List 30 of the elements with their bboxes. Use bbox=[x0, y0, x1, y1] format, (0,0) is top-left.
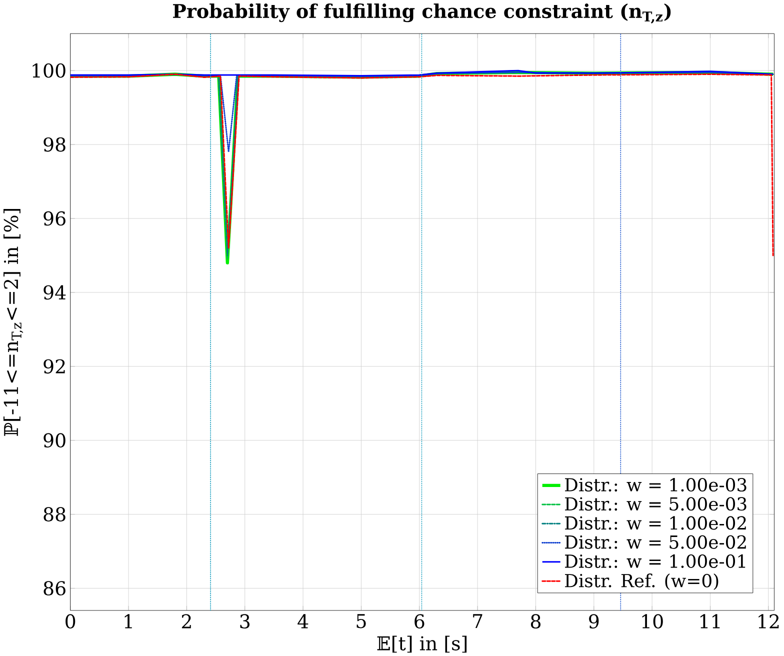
x-tick-label: 9 bbox=[589, 614, 599, 628]
y-tick-label: 86 bbox=[44, 580, 66, 596]
x-tick-label: 10 bbox=[642, 614, 663, 628]
legend-label: Distr.: w = 1.00e-02 bbox=[565, 516, 746, 530]
x-tick-label: 1 bbox=[124, 614, 132, 628]
y-tick-label: 90 bbox=[44, 433, 66, 448]
x-tick-label: 0 bbox=[66, 614, 76, 628]
x-tick-label: 4 bbox=[298, 614, 308, 628]
y-tick-label: 96 bbox=[44, 211, 66, 226]
y-axis-title: ℙ[-11<=n$_{T,z}$<=2] in [%] bbox=[4, 208, 24, 436]
x-tick-label: 7 bbox=[473, 614, 482, 628]
legend-label: Distr.: w = 1.00e-01 bbox=[565, 554, 746, 568]
legend-label: Distr.: w = 1.00e-03 bbox=[565, 478, 746, 492]
x-tick-label: 3 bbox=[240, 614, 250, 628]
legend-label: Distr. Ref. (w=0) bbox=[565, 573, 718, 590]
x-tick-label: 6 bbox=[414, 614, 424, 628]
chart-title: Probability of fulfilling chance constraint (n$_{T,z}$) bbox=[173, 3, 671, 24]
y-tick-label: 100 bbox=[32, 63, 66, 78]
legend-label: Distr.: w = 5.00e-03 bbox=[565, 496, 746, 511]
x-tick-label: 12 bbox=[758, 614, 779, 628]
x-tick-label: 8 bbox=[530, 614, 540, 628]
y-tick-label: 92 bbox=[44, 359, 65, 374]
legend-label: Distr.: w = 5.00e-02 bbox=[565, 535, 746, 549]
x-tick-label: 5 bbox=[356, 614, 366, 628]
y-tick-label: 94 bbox=[44, 285, 66, 300]
x-tick-label: 2 bbox=[182, 614, 191, 628]
x-tick-label: 11 bbox=[700, 614, 720, 628]
y-tick-label: 88 bbox=[44, 507, 66, 522]
y-tick-label: 98 bbox=[44, 137, 66, 152]
x-axis-title: 𝔼[t] in [s] bbox=[377, 636, 467, 653]
